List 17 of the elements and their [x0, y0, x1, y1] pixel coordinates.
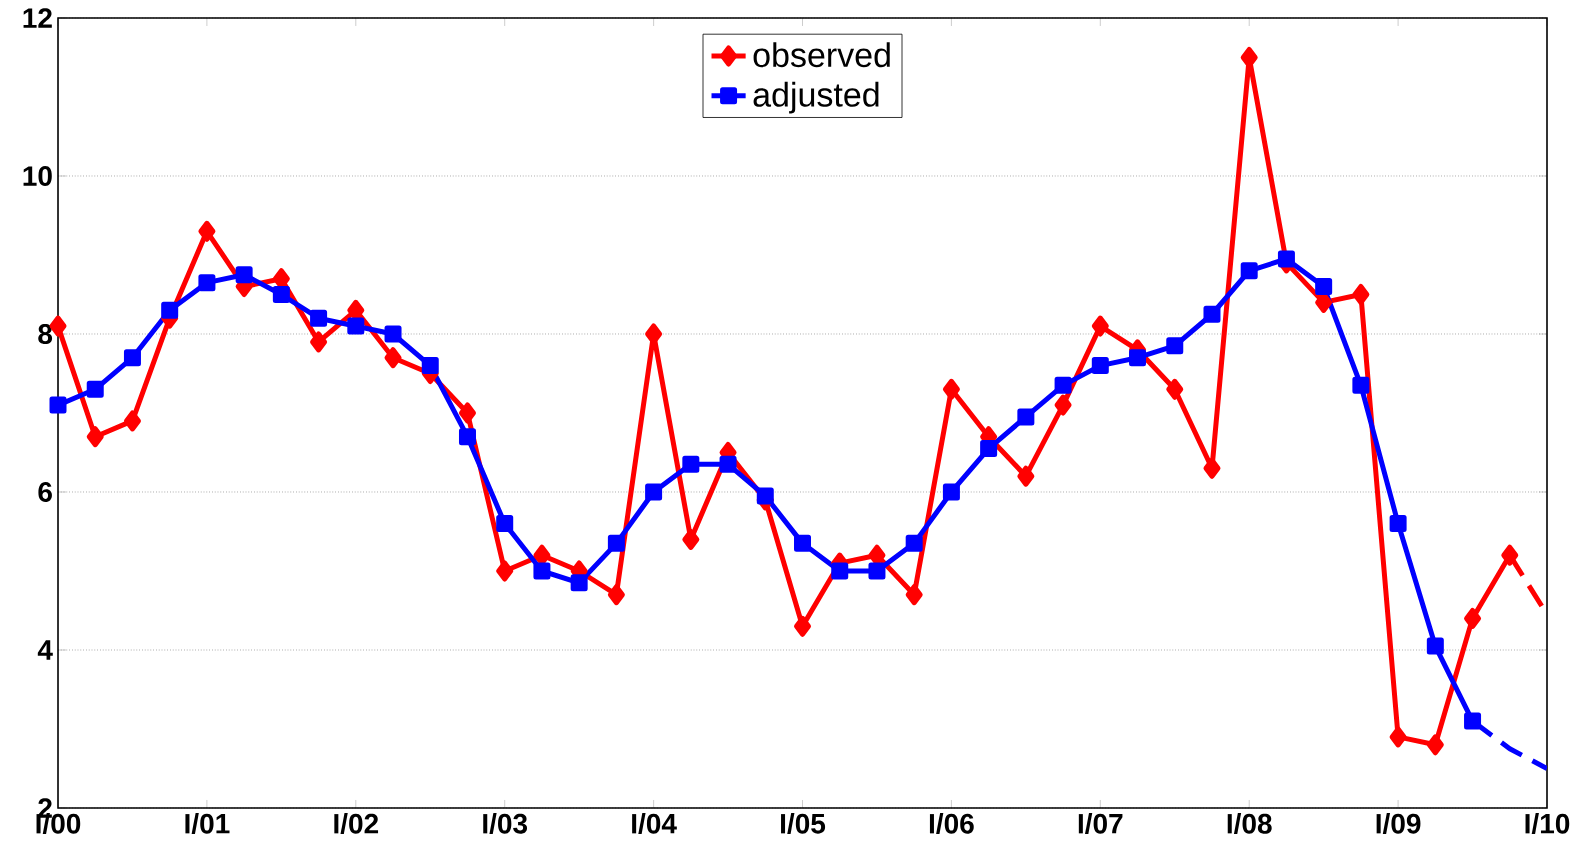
- x-tick-label: I/02: [334, 813, 379, 834]
- legend-label: observed: [753, 42, 890, 68]
- y-tick-label: 4: [37, 640, 53, 660]
- x-tick-label: I/07: [1078, 813, 1123, 834]
- y-tick-label: 6: [38, 482, 52, 502]
- x-tick-label: I/08: [1227, 813, 1272, 834]
- x-tick-label: I/09: [1376, 813, 1421, 834]
- y-tick-label: 10: [23, 166, 52, 186]
- x-tick-label: I/03: [483, 813, 528, 834]
- x-tick-label: I/10: [1525, 813, 1570, 834]
- x-tick-label: I/01: [185, 813, 230, 834]
- y-tick-label: 8: [38, 324, 53, 344]
- y-tick-label: 12: [23, 8, 52, 28]
- legend-label: adjusted: [753, 81, 879, 114]
- x-tick-label: I/05: [781, 813, 826, 834]
- x-tick-label: I/06: [929, 813, 974, 834]
- x-tick-label: I/04: [632, 813, 677, 834]
